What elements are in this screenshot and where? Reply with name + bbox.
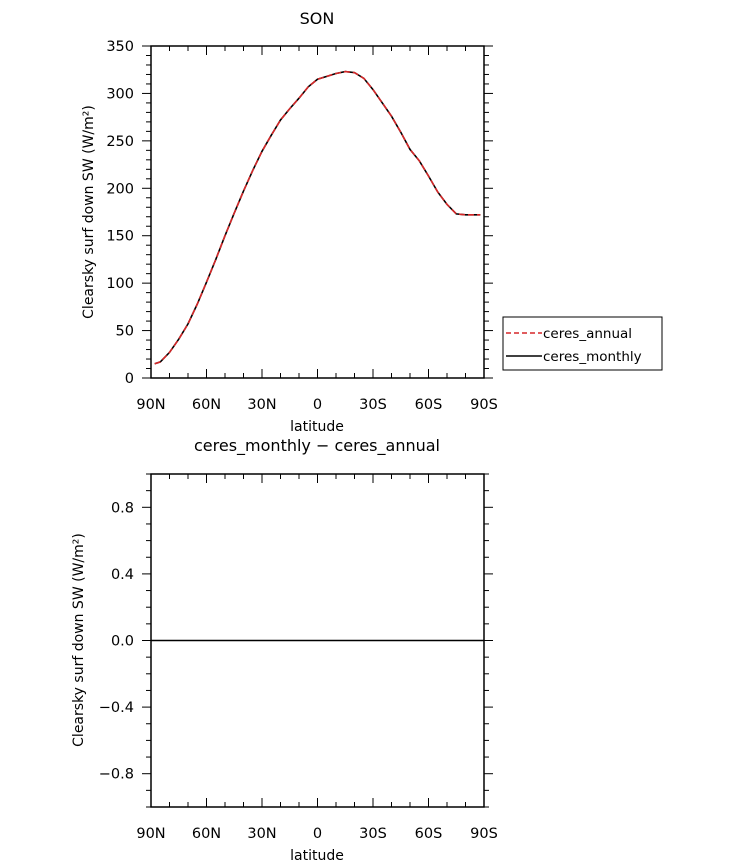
top-y-tick-label: 200 [106, 181, 134, 197]
top-x-tick-label: 60N [192, 397, 221, 413]
bottom-x-tick-label: 30S [359, 826, 387, 842]
top-y-tick-label: 250 [106, 134, 134, 150]
legend-label-ceres-monthly: ceres_monthly [543, 349, 642, 365]
top-plot-frame [150, 45, 485, 379]
top-y-axis-label: Clearsky surf down SW (W/m²) [81, 105, 97, 319]
bottom-chart-title: ceres_monthly − ceres_annual [194, 436, 440, 456]
top-x-tick-label: 90S [470, 397, 498, 413]
top-y-tick-label: 50 [116, 324, 134, 340]
top-series-line-ceres-monthly [154, 70, 481, 365]
bottom-x-tick-label: 0 [313, 826, 322, 842]
top-x-tick-label: 30S [359, 397, 387, 413]
bottom-x-tick-label: 90S [470, 826, 498, 842]
bottom-y-tick-label: 0.4 [111, 567, 134, 583]
top-y-tick-label: 100 [106, 276, 134, 292]
bottom-y-tick-label: 0.0 [111, 634, 134, 650]
top-y-tick-label: 150 [106, 229, 134, 245]
bottom-y-axis-label: Clearsky surf down SW (W/m²) [71, 533, 87, 747]
top-panel: SON 90N 60N 30N 0 30S 60S 90S 0 50 100 150 200 250 30… [81, 9, 663, 435]
top-x-tick-label: 30N [247, 397, 276, 413]
top-x-tick-label: 60S [415, 397, 443, 413]
top-chart-title: SON [300, 9, 335, 28]
top-x-tick-label: 0 [313, 397, 322, 413]
bottom-y-tick-label: −0.4 [99, 700, 134, 716]
bottom-x-tick-label: 60S [415, 826, 443, 842]
bottom-panel: ceres_monthly − ceres_annual 90N 60N 30N 0 3… [71, 436, 498, 864]
top-x-axis-label: latitude [290, 419, 344, 435]
bottom-x-tick-label: 60N [192, 826, 221, 842]
top-series-line-ceres-annual [154, 70, 481, 365]
bottom-x-tick-label: 30N [247, 826, 276, 842]
top-y-tick-label: 300 [106, 86, 134, 102]
bottom-y-tick-label: −0.8 [99, 767, 134, 783]
top-y-tick-label: 350 [106, 39, 134, 55]
bottom-y-tick-label: 0.8 [111, 500, 134, 516]
legend: ceres_annual ceres_monthly [502, 316, 663, 371]
top-y-tick-label: 0 [125, 371, 134, 387]
top-x-tick-label: 90N [136, 397, 165, 413]
legend-label-ceres-annual: ceres_annual [543, 326, 632, 342]
bottom-x-axis-label: latitude [290, 848, 344, 864]
bottom-x-tick-label: 90N [136, 826, 165, 842]
